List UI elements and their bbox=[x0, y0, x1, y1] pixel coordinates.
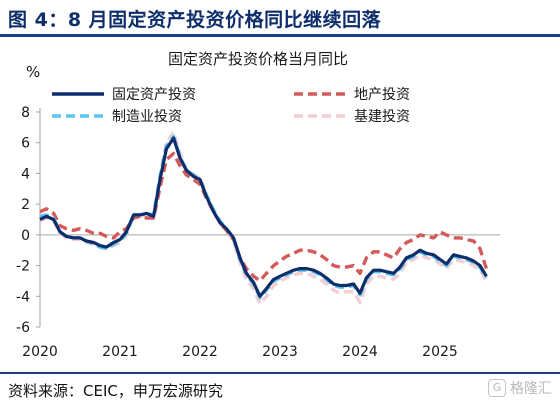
line-chart: 固定资产投资价格当月同比 % -6 -4 -2 0 2 4 6 8 2020 2021 2022 20… bbox=[16, 50, 500, 360]
series-line-2 bbox=[39, 134, 488, 300]
y-tick-label: -4 bbox=[16, 289, 30, 305]
x-tick-label: 2021 bbox=[102, 344, 138, 360]
x-tick-label: 2020 bbox=[22, 344, 58, 360]
gelonghui-logo-icon: G bbox=[488, 379, 506, 397]
y-tick-label: 0 bbox=[21, 228, 30, 244]
x-tick-label: 2023 bbox=[262, 344, 298, 360]
y-tick-label: 6 bbox=[21, 136, 30, 152]
header-rule bbox=[0, 34, 560, 37]
y-tick-label: -2 bbox=[16, 259, 30, 275]
x-tick-label: 2022 bbox=[182, 344, 218, 360]
legend-label-2: 制造业投资 bbox=[112, 109, 182, 125]
y-tick-label: 8 bbox=[21, 105, 30, 121]
x-tick-label: 2024 bbox=[342, 344, 378, 360]
figure-title: 图 4：8 月固定资产投资价格同比继续回落 bbox=[8, 9, 382, 31]
y-tick-label: -6 bbox=[16, 320, 30, 336]
legend-label-0: 固定资产投资 bbox=[112, 87, 196, 103]
legend-label-3: 基建投资 bbox=[354, 108, 410, 125]
y-tick-label: 2 bbox=[21, 197, 30, 213]
footer-rule bbox=[0, 372, 560, 374]
watermark-text: 格隆汇 bbox=[510, 381, 552, 397]
series-line-0 bbox=[39, 136, 488, 298]
chart-title: 固定资产投资价格当月同比 bbox=[168, 50, 348, 68]
series-layer bbox=[39, 130, 489, 306]
y-axis-unit: % bbox=[26, 63, 40, 81]
watermark: G 格隆汇 bbox=[488, 378, 552, 398]
axes: -6 -4 -2 0 2 4 6 8 2020 2021 2022 2023 2024 2025 bbox=[16, 105, 500, 360]
legend-label-1: 地产投资 bbox=[354, 87, 410, 103]
y-tick-label: 4 bbox=[21, 166, 30, 182]
x-tick-label: 2025 bbox=[422, 344, 458, 360]
series-line-1 bbox=[39, 151, 489, 283]
source-note: 资料来源：CEIC，申万宏源研究 bbox=[8, 382, 223, 400]
figure-header: 图 4：8 月固定资产投资价格同比继续回落 bbox=[0, 0, 560, 37]
